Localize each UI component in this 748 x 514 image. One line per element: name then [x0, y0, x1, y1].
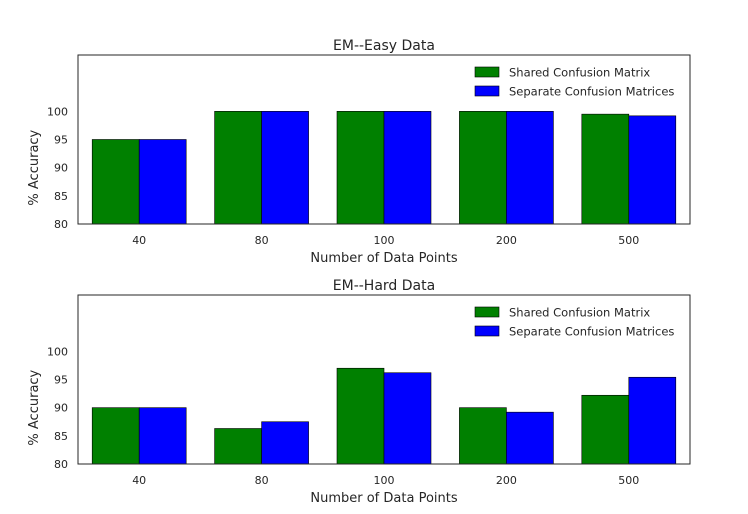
- y-tick-label: 80: [54, 218, 68, 231]
- bar-shared-200: [459, 111, 507, 225]
- y-tick-label: 85: [54, 190, 68, 203]
- chart-panel-1: EM--Easy Data 40 80 100 200 500 80 85 90 95 100 Num…: [27, 38, 691, 266]
- bar-separate-200: [506, 111, 554, 225]
- bar-shared-100: [336, 111, 385, 225]
- plot-frame: [77, 294, 691, 465]
- legend-swatch-separate: [474, 85, 500, 97]
- x-tick-label: 500: [618, 474, 639, 487]
- y-tick-label: 100: [47, 345, 68, 358]
- y-tick-label: 95: [54, 374, 68, 387]
- bar-shared-500: [581, 113, 630, 225]
- bar-separate-500: [628, 115, 677, 225]
- y-tick-label: 100: [47, 105, 68, 118]
- y-tick-label: 80: [54, 458, 68, 471]
- y-tick-label: 90: [54, 162, 68, 175]
- bar-separate-100: [383, 111, 432, 225]
- bar-shared-80: [214, 428, 262, 465]
- bar-separate-500: [628, 376, 677, 465]
- x-tick-label: 500: [618, 234, 639, 247]
- x-tick-label: 100: [374, 234, 395, 247]
- plot-frame: [77, 54, 691, 225]
- legend: Shared Confusion Matrix Separate Confusio…: [474, 66, 674, 99]
- y-tick-label: 90: [54, 402, 68, 415]
- legend-label-separate: Separate Confusion Matrices: [509, 85, 674, 99]
- chart-title: EM--Hard Data: [333, 278, 435, 294]
- chart-panel-2: EM--Hard Data 40 80 100 200 500 80 85 90 95 100 Num…: [27, 278, 691, 506]
- legend-swatch-shared: [474, 306, 500, 318]
- y-axis-label: % Accuracy: [27, 129, 42, 205]
- bar-shared-40: [91, 407, 140, 465]
- x-tick-label: 100: [374, 474, 395, 487]
- x-tick-label: 80: [255, 234, 269, 247]
- y-axis-label: % Accuracy: [27, 369, 42, 445]
- x-axis-label: Number of Data Points: [310, 251, 457, 266]
- x-tick-label: 80: [255, 474, 269, 487]
- legend-label-shared: Shared Confusion Matrix: [509, 66, 650, 80]
- bar-shared-40: [91, 139, 140, 225]
- legend-label-separate: Separate Confusion Matrices: [509, 325, 674, 339]
- bar-shared-80: [214, 111, 262, 225]
- bar-separate-80: [261, 421, 309, 465]
- legend-swatch-shared: [474, 66, 500, 78]
- legend-swatch-separate: [474, 325, 500, 337]
- legend: Shared Confusion Matrix Separate Confusio…: [474, 306, 674, 339]
- bar-shared-100: [336, 367, 385, 465]
- y-tick-label: 95: [54, 134, 68, 147]
- x-tick-label: 200: [496, 474, 517, 487]
- y-tick-label: 85: [54, 430, 68, 443]
- chart-title: EM--Easy Data: [333, 38, 435, 54]
- x-tick-label: 40: [132, 234, 146, 247]
- bar-shared-200: [459, 407, 507, 465]
- x-tick-label: 40: [132, 474, 146, 487]
- legend-label-shared: Shared Confusion Matrix: [509, 306, 650, 320]
- x-axis-label: Number of Data Points: [310, 491, 457, 506]
- x-tick-label: 200: [496, 234, 517, 247]
- bar-separate-200: [506, 411, 554, 465]
- bar-separate-100: [383, 372, 432, 465]
- bar-separate-40: [138, 407, 187, 465]
- bar-separate-80: [261, 111, 309, 225]
- bar-shared-500: [581, 394, 630, 465]
- bar-separate-40: [138, 139, 187, 225]
